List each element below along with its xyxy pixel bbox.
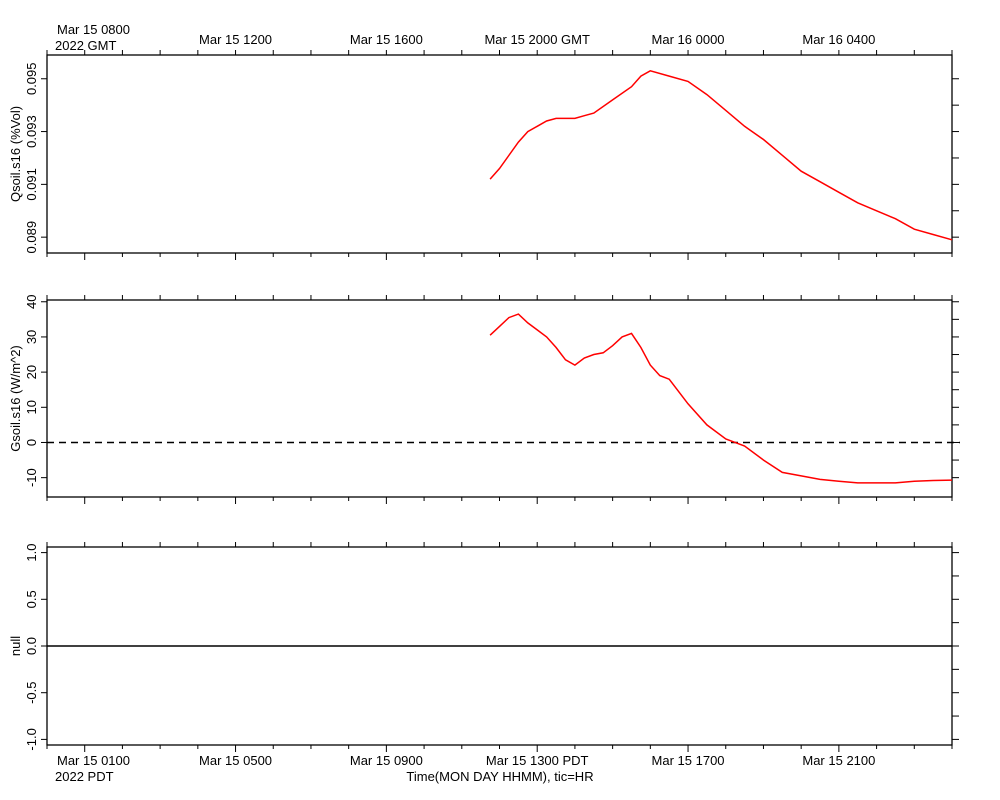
data-series-line [489, 313, 953, 484]
y-tick-label: 20 [24, 365, 39, 379]
gmt-tick-label: Mar 15 2000 GMT [484, 32, 590, 47]
pdt-tick-label: Mar 15 1300 PDT [486, 753, 589, 768]
y-tick-label: 0.095 [24, 62, 39, 95]
y-tick-label: 40 [24, 295, 39, 309]
plot-frame [46, 299, 953, 498]
y-tick-label: 0.091 [24, 168, 39, 201]
gmt-tick-label: Mar 16 0000 [652, 32, 725, 47]
pdt-tick-label: Mar 15 0500 [199, 753, 272, 768]
gmt-first-tick-label: Mar 15 0800 [57, 22, 130, 37]
y-tick-label: 0.093 [24, 115, 39, 148]
gmt-year-label: 2022 GMT [55, 38, 116, 53]
y-tick-label: -0.5 [24, 681, 39, 703]
gmt-tick-label: Mar 16 0400 [802, 32, 875, 47]
y-tick-label: 0.0 [24, 637, 39, 655]
y-tick-label: 1.0 [24, 544, 39, 562]
pdt-tick-label: Mar 15 1700 [652, 753, 725, 768]
pdt-tick-label: Mar 15 0900 [350, 753, 423, 768]
data-series-line [489, 69, 953, 241]
pdt-year-label: 2022 PDT [55, 769, 114, 784]
null-panel: -1.0 -0.5 0.0 0.5 1.0 null [8, 542, 959, 752]
y-tick-label: -10 [24, 468, 39, 487]
gmt-tick-label: Mar 15 1200 [199, 32, 272, 47]
pdt-tick-labels: Mar 15 0500 Mar 15 0900 Mar 15 1300 PDT Mar… [199, 753, 875, 768]
y-axis-title: null [8, 636, 23, 656]
y-tick-label: 10 [24, 400, 39, 414]
y-tick-label: 0 [24, 439, 39, 446]
y-tick-label: 30 [24, 330, 39, 344]
plot-frame [46, 54, 953, 254]
y-axis-title: Qsoil.s16 (%Vol) [8, 106, 23, 202]
y-tick-label: -1.0 [24, 728, 39, 750]
y-axis-title: Gsoil.s16 (W/m^2) [8, 345, 23, 452]
pdt-first-tick-label: Mar 15 0100 [57, 753, 130, 768]
gsoil-panel: -10 0 10 20 30 40 Gsoil.s16 (W/m^2) [8, 295, 960, 504]
gmt-tick-label: Mar 15 1600 [350, 32, 423, 47]
y-tick-label: 0.5 [24, 590, 39, 608]
x-axis-title: Time(MON DAY HHMM), tic=HR [406, 769, 593, 784]
y-tick-label: 0.089 [24, 221, 39, 254]
pdt-tick-label: Mar 15 2100 [802, 753, 875, 768]
gmt-tick-labels: Mar 15 1200 Mar 15 1600 Mar 15 2000 GMT Mar… [199, 32, 875, 47]
